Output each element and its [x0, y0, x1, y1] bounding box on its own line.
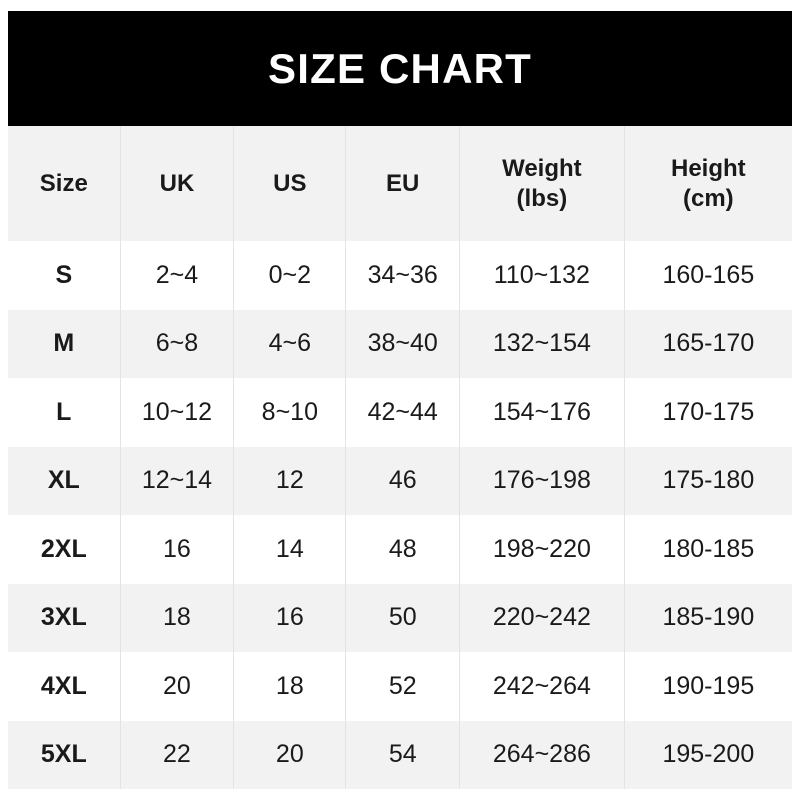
cell-weight: 154~176 [459, 378, 625, 447]
cell-size: L [8, 378, 121, 447]
cell-us: 14 [233, 515, 347, 584]
cell-size: 3XL [8, 583, 121, 652]
header-label-line1: US [273, 169, 307, 197]
cell-eu: 38~40 [345, 309, 461, 378]
cell-uk: 10~12 [120, 378, 235, 447]
cell-us: 12 [233, 446, 347, 515]
cell-us: 8~10 [233, 378, 347, 447]
cell-eu: 52 [345, 652, 461, 721]
cell-uk: 16 [120, 515, 235, 584]
cell-us: 18 [233, 652, 347, 721]
cell-size: 5XL [8, 720, 121, 789]
cell-weight: 198~220 [459, 515, 625, 584]
cell-uk: 20 [120, 652, 235, 721]
table-row: 4XL 20 18 52 242~264 190-195 [8, 652, 792, 721]
header-label-line1: Weight [502, 155, 582, 183]
cell-weight: 264~286 [459, 720, 625, 789]
header-label-line2: (lbs) [516, 184, 568, 212]
column-header-size: Size [8, 126, 121, 241]
cell-us: 20 [233, 720, 347, 789]
column-header-height: Height (cm) [624, 126, 792, 241]
column-header-eu: EU [345, 126, 461, 241]
cell-uk: 22 [120, 720, 235, 789]
cell-size: 2XL [8, 515, 121, 584]
cell-size: XL [8, 446, 121, 515]
header-label-line1: EU [386, 169, 420, 197]
cell-height: 175-180 [662, 466, 755, 495]
column-header-uk: UK [120, 126, 235, 241]
cell-uk: 12~14 [120, 446, 235, 515]
cell-height: 160-165 [662, 260, 755, 289]
cell-us: 16 [233, 583, 347, 652]
table-row: XL 12~14 12 46 176~198 175-180 [8, 446, 792, 515]
cell-weight: 132~154 [459, 309, 625, 378]
cell-size: M [8, 309, 121, 378]
table-body: S 2~4 0~2 34~36 110~132 160-165 M 6~8 4~… [8, 241, 792, 789]
table-row: S 2~4 0~2 34~36 110~132 160-165 [8, 241, 792, 310]
cell-height: 165-170 [662, 329, 755, 358]
cell-eu: 42~44 [345, 378, 461, 447]
header-row: Size UK US EU Weight (lbs) Height (cm) [8, 126, 792, 241]
cell-us: 0~2 [233, 241, 347, 310]
cell-eu: 48 [345, 515, 461, 584]
cell-uk: 6~8 [120, 309, 235, 378]
column-header-weight: Weight (lbs) [459, 126, 625, 241]
header-label-line1: Size [39, 169, 88, 197]
table-row: 2XL 16 14 48 198~220 180-185 [8, 515, 792, 584]
header-label-line2: (cm) [683, 184, 734, 212]
cell-uk: 2~4 [120, 241, 235, 310]
table-header: Size UK US EU Weight (lbs) Height (cm) [8, 126, 792, 241]
table-row: 3XL 18 16 50 220~242 185-190 [8, 583, 792, 652]
header-label-line1: UK [159, 169, 195, 197]
table-row: 5XL 22 20 54 264~286 195-200 [8, 720, 792, 789]
page-title: SIZE CHART [268, 44, 532, 92]
cell-weight: 176~198 [459, 446, 625, 515]
cell-eu: 54 [345, 720, 461, 789]
cell-size: 4XL [8, 652, 121, 721]
cell-weight: 220~242 [459, 583, 625, 652]
cell-eu: 46 [345, 446, 461, 515]
title-banner: SIZE CHART [8, 11, 792, 126]
column-header-us: US [233, 126, 347, 241]
size-chart-table: Size UK US EU Weight (lbs) Height (cm) [8, 126, 792, 789]
cell-height: 185-190 [662, 603, 755, 632]
cell-height: 170-175 [662, 397, 755, 426]
cell-weight: 242~264 [459, 652, 625, 721]
cell-height: 190-195 [662, 671, 755, 700]
cell-size: S [8, 241, 121, 310]
cell-height: 180-185 [662, 534, 755, 563]
cell-height: 195-200 [662, 740, 755, 769]
cell-uk: 18 [120, 583, 235, 652]
cell-eu: 34~36 [345, 241, 461, 310]
cell-weight: 110~132 [459, 241, 625, 310]
cell-us: 4~6 [233, 309, 347, 378]
header-label-line1: Height [671, 155, 746, 183]
cell-eu: 50 [345, 583, 461, 652]
table-row: L 10~12 8~10 42~44 154~176 170-175 [8, 378, 792, 447]
table-row: M 6~8 4~6 38~40 132~154 165-170 [8, 309, 792, 378]
